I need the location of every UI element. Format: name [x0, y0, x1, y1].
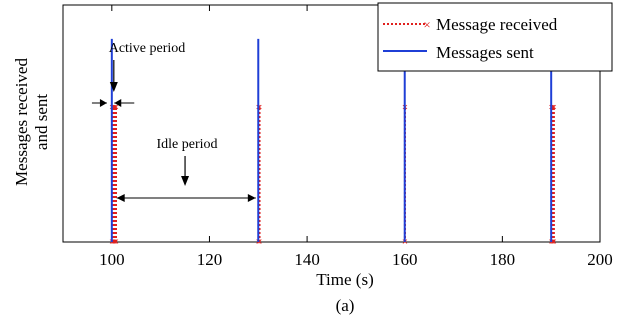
legend-marker-received: ×: [423, 17, 430, 32]
legend-label-sent: Messages sent: [436, 43, 534, 62]
x-tick-label-100: 100: [99, 250, 125, 269]
received-marker-top: ×: [257, 103, 263, 114]
received-marker-base: ×: [550, 237, 556, 248]
received-marker-base: ×: [109, 237, 115, 248]
series-layer: ××××××××××××××××××××××××××××××××××: [109, 38, 557, 248]
received-marker-base: ×: [551, 237, 557, 248]
received-marker-base: ×: [551, 237, 557, 248]
x-tick-label-160: 160: [392, 250, 418, 269]
x-tick-label-120: 120: [197, 250, 223, 269]
received-marker-base: ×: [255, 237, 261, 248]
received-marker-base: ×: [548, 237, 554, 248]
received-spike-4: ××××××××××: [548, 103, 557, 248]
idle-period-arrowhead-left: [116, 194, 125, 202]
received-marker-base: ×: [112, 237, 118, 248]
x-tick-label-200: 200: [587, 250, 613, 269]
received-marker-base: ×: [110, 237, 116, 248]
active-period-arrowhead-right: [114, 99, 122, 107]
received-marker-base: ×: [110, 237, 116, 248]
idle-period-label: Idle period: [156, 137, 217, 152]
figure-caption: (a): [336, 296, 355, 315]
received-spike-1: ××××××××××××××: [109, 103, 119, 248]
y-axis-label-line1: Messages received: [12, 58, 31, 186]
received-marker-base: ×: [402, 237, 408, 248]
active-period-pointer-head: [109, 82, 118, 92]
active-period-arrowhead-left: [99, 99, 107, 107]
received-marker-base: ×: [113, 237, 119, 248]
idle-period-arrowhead-right: [247, 194, 256, 202]
x-axis-label: Time (s): [316, 270, 373, 289]
x-tick-label-140: 140: [294, 250, 320, 269]
received-marker-base: ×: [113, 237, 119, 248]
legend: × Message received Messages sent: [377, 2, 613, 72]
received-marker-base: ×: [549, 237, 555, 248]
received-marker-top: ×: [551, 103, 557, 114]
received-marker-base: ×: [257, 237, 263, 248]
received-marker-base: ×: [256, 237, 262, 248]
received-marker-base: ×: [111, 237, 117, 248]
annotation-layer: Active period Idle period: [91, 41, 256, 202]
y-axis-label-line2: and sent: [32, 94, 51, 150]
received-marker-base: ×: [402, 237, 408, 248]
received-marker-top: ×: [113, 103, 119, 114]
legend-label-received: Message received: [436, 15, 558, 34]
x-tick-label-180: 180: [490, 250, 516, 269]
active-period-label: Active period: [109, 41, 186, 56]
legend-box: [377, 2, 613, 72]
idle-period-pointer-head: [181, 176, 190, 186]
plot-frame: [62, 4, 601, 243]
